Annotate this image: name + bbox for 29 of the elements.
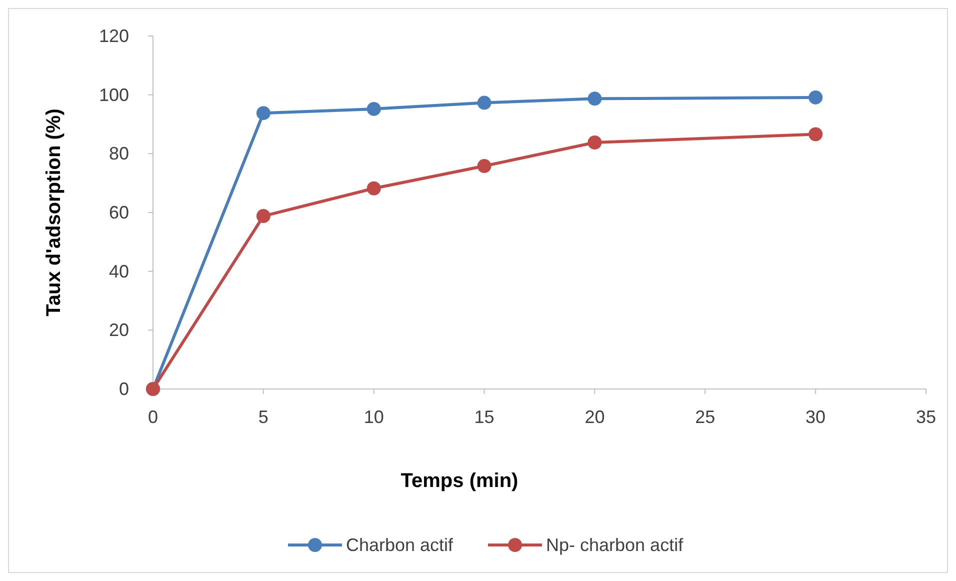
legend-label: Np- charbon actif <box>546 535 684 555</box>
x-tick-label: 15 <box>474 407 494 427</box>
x-tick-label: 0 <box>148 407 158 427</box>
point <box>256 106 270 120</box>
point <box>808 90 823 104</box>
y-tick-label: 60 <box>108 202 129 222</box>
point <box>477 159 492 174</box>
legend-label: Charbon actif <box>346 535 454 555</box>
point <box>366 181 381 196</box>
point <box>256 209 270 224</box>
y-tick-label: 120 <box>98 26 129 46</box>
x-axis-title: Temps (min) <box>400 470 518 492</box>
point <box>477 96 492 110</box>
point <box>808 127 823 142</box>
point <box>366 102 381 116</box>
y-tick-label: 40 <box>108 261 129 282</box>
y-tick-label: 0 <box>118 379 129 399</box>
point <box>588 92 602 106</box>
y-tick-label: 100 <box>98 84 129 105</box>
point <box>588 135 602 150</box>
x-tick-label: 30 <box>806 407 826 427</box>
x-tick-label: 35 <box>916 407 936 427</box>
x-tick-label: 25 <box>695 407 716 427</box>
x-tick-label: 10 <box>364 407 384 427</box>
x-tick-label: 20 <box>584 407 605 427</box>
y-axis-title: Taux d'adsorption (%) <box>43 108 65 316</box>
y-tick-label: 20 <box>108 320 129 340</box>
y-tick-label: 80 <box>108 144 129 164</box>
x-tick-label: 5 <box>258 407 268 427</box>
